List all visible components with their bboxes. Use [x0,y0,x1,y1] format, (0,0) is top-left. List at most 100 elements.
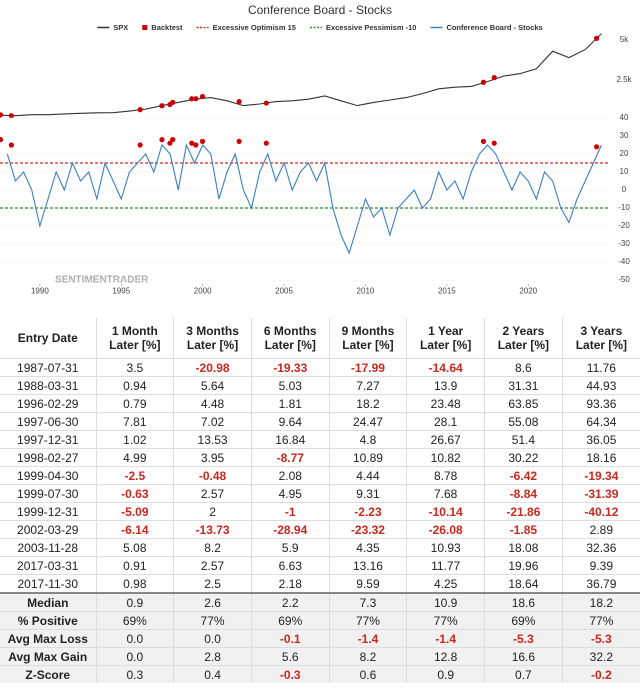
row-label: 2003-11-28 [0,538,96,557]
cell: 2.18 [250,574,330,593]
y-tick-label: 30 [620,131,629,140]
column-header: 1 Year Later [%] [406,318,485,359]
backtest-dot [199,138,206,144]
cell: 10.89 [328,448,407,467]
data-row: 1997-12-31 1.02 13.53 16.84 4.8 26.67 51.4 36.0… [0,430,640,449]
cell: 5.08 [95,538,174,557]
row-label: 2017-11-30 [0,574,96,593]
cell: -28.94 [250,520,330,539]
cell: 9.64 [250,412,330,431]
x-tick-label: 2000 [194,287,212,296]
cell: 7.3 [328,592,407,612]
cell: 51.4 [484,430,563,449]
cell: 9.59 [328,574,407,593]
cell: -21.86 [484,502,563,521]
column-header: Entry Date [17,331,78,345]
row-label: 1997-06-30 [0,412,96,431]
backtest-dot [193,96,199,102]
cell: 69% [484,611,563,630]
cell: 7.81 [95,412,174,431]
cell: -13.73 [173,520,252,539]
cell: 8.2 [173,538,252,557]
cell: 0.0 [173,629,252,648]
legend-label: Excessive Optimism 15 [213,23,296,32]
cell: 18.08 [484,538,563,557]
cell: 28.1 [406,412,485,431]
data-row: 1999-04-30 -2.5 -0.48 2.08 4.44 8.78 -6.42 -19.… [0,466,640,485]
cell: 13.16 [328,556,407,575]
cell: 7.02 [173,412,252,431]
backtest-dot [0,112,4,118]
backtest-dot [137,107,143,113]
cell: 11.77 [406,556,485,575]
data-row: 1996-02-29 0.79 4.48 1.81 18.2 23.48 63.85 93.3… [0,394,640,413]
cell: 77% [406,611,485,630]
cell: 2.6 [173,592,252,612]
cell: 8.6 [484,358,563,377]
row-label: Avg Max Loss [0,629,96,648]
cell: 9.39 [561,556,640,575]
summary-row: Avg Max Loss 0.0 0.0 -0.1 -1.4 -1.4 -5.3 -5.3 [0,629,640,648]
cell: 4.99 [95,448,174,467]
y-tick-label: 20 [620,149,629,158]
y-tick-label: -20 [618,221,630,230]
summary-row: Avg Max Gain 0.0 2.8 5.6 8.2 12.8 16.6 32.2 [0,647,640,666]
cell: -1.4 [328,629,407,648]
cell: -5.09 [95,502,174,521]
backtest-dot [189,96,195,102]
cell: 23.48 [406,394,485,413]
cell: -1.85 [484,520,563,539]
cell: 30.22 [484,448,563,467]
y-tick-label: 5k [620,35,629,44]
cell: -19.34 [561,466,640,485]
cell: 5.03 [250,376,330,395]
backtest-dot [594,35,600,42]
cell: 8.2 [328,647,407,666]
cell: 24.47 [328,412,407,431]
results-table: Entry Date 1 Month Later [%] 3 Months Late… [0,318,640,683]
chart: Conference Board - Stocks SENTIMENTRADER… [0,3,633,296]
x-tick-label: 1995 [112,287,130,296]
cell: -5.3 [484,629,563,648]
cell: 2.08 [250,466,330,485]
cell: 0.9 [406,665,485,683]
cell: 5.9 [250,538,330,557]
x-tick-label: 2005 [275,287,293,296]
cell: 19.96 [484,556,563,575]
cell: 0.91 [95,556,174,575]
cell: -1 [250,502,330,521]
backtest-dot [263,140,269,146]
cell: 4.44 [328,466,407,485]
cell: 77% [561,611,640,630]
cell: 0.6 [328,665,407,683]
row-label: Avg Max Gain [0,647,96,666]
cell: -2.23 [328,502,407,521]
summary-row: Z-Score 0.3 0.4 -0.3 0.6 0.9 0.7 -0.2 [0,665,640,683]
y-tick-label: -40 [618,257,630,266]
cell: -20.98 [173,358,252,377]
backtest-dot [193,142,199,148]
data-row: 1987-07-31 3.5 -20.98 -19.33 -17.99 -14.64 8.6… [0,358,640,377]
cell: -2.5 [95,466,174,485]
cell: 26.67 [406,430,485,449]
cell: 0.79 [95,394,174,413]
cell: 10.9 [406,592,485,612]
cell: -10.14 [406,502,485,521]
cell: 31.31 [484,376,563,395]
legend-label: SPX [113,23,128,32]
cell: 0.94 [95,376,174,395]
y-tick-label: 0 [622,185,627,194]
column-header: 9 Months Later [%] [328,318,407,359]
cell: -8.77 [250,448,330,467]
cell: 32.36 [561,538,640,557]
cell: -19.33 [250,358,330,377]
backtest-dot [236,138,242,144]
cell: 0.3 [95,665,174,683]
x-tick-label: 1990 [31,287,49,296]
cell: 16.84 [250,430,330,449]
row-label: 1998-02-27 [0,448,96,467]
cell: 10.93 [406,538,485,557]
data-row: 1999-12-31 -5.09 2 -1 -2.23 -10.14 -21.86 -40.1… [0,502,640,521]
cell: 2.57 [173,484,252,503]
